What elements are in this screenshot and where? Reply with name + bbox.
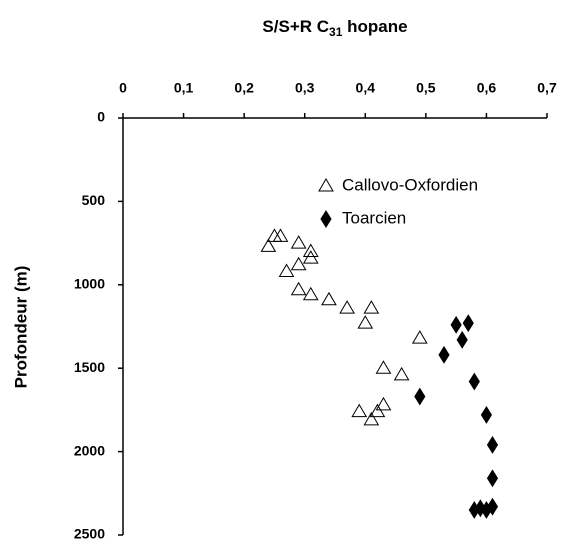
point	[462, 314, 474, 333]
point	[456, 330, 468, 349]
point	[450, 315, 462, 334]
point	[438, 345, 450, 364]
point	[278, 263, 295, 277]
x-tick-label: 0,4	[356, 80, 376, 96]
title-suffix: hopane	[342, 17, 407, 36]
legend-marker	[318, 178, 334, 192]
point	[375, 396, 392, 411]
point	[480, 501, 493, 519]
x-tick-label: 0,5	[416, 80, 436, 96]
point	[486, 435, 499, 454]
x-tick-label: 0,7	[537, 80, 557, 96]
point	[393, 366, 410, 381]
point	[480, 405, 493, 424]
point	[357, 315, 374, 329]
y-tick-label: 500	[82, 192, 106, 208]
point	[414, 387, 426, 406]
point	[290, 256, 307, 271]
x-tick-label: 0,6	[477, 80, 497, 96]
point	[272, 228, 289, 242]
y-axis-label: Profondeur (m)	[11, 266, 30, 389]
legend-label: Callovo-Oxfordien	[342, 175, 478, 194]
point	[290, 235, 307, 249]
point	[321, 291, 337, 306]
y-tick-label: 1500	[74, 359, 105, 375]
point	[302, 243, 319, 257]
x-tick-label: 0,2	[234, 80, 254, 96]
point	[351, 403, 368, 418]
y-tick-label: 1000	[74, 276, 105, 292]
point	[260, 238, 277, 252]
legend-label: Toarcien	[342, 208, 406, 227]
point	[486, 469, 499, 488]
x-tick-label: 0,3	[295, 80, 315, 96]
point	[369, 403, 386, 418]
x-tick-label: 0	[119, 80, 127, 96]
point	[302, 250, 319, 264]
point	[290, 281, 307, 296]
y-tick-label: 0	[97, 109, 105, 125]
chart-title: S/S+R C31 hopane	[262, 17, 407, 39]
legend-marker	[320, 210, 332, 228]
point	[339, 300, 355, 314]
point	[363, 411, 380, 426]
title-subscript: 31	[329, 25, 343, 39]
point	[468, 372, 480, 391]
point	[302, 286, 319, 301]
x-tick-label: 0,1	[174, 80, 194, 96]
point	[363, 300, 380, 314]
point	[375, 360, 392, 374]
y-tick-label: 2000	[74, 442, 105, 458]
point	[411, 330, 428, 344]
y-tick-label: 2500	[74, 526, 105, 542]
title-main: S/S+R C	[262, 17, 329, 36]
